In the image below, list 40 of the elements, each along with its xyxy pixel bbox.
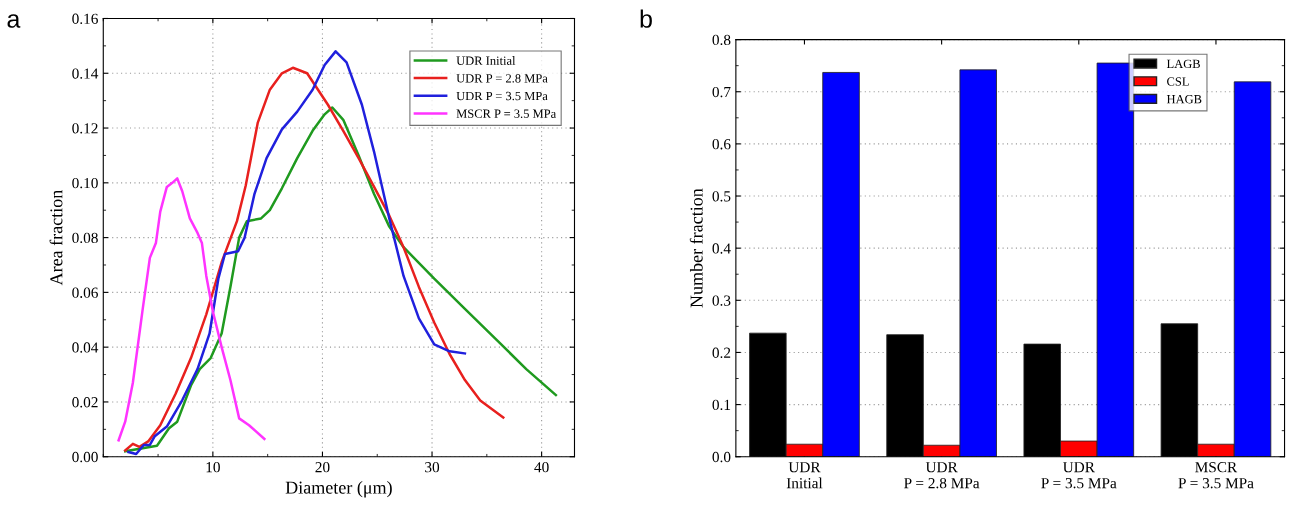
y-tick-label: 0.08	[72, 232, 98, 244]
y-tick-label: 0.00	[72, 451, 98, 463]
line-series	[117, 177, 266, 442]
y-tick-label: 0.14	[72, 68, 99, 79]
y-tick-label: 0.7	[712, 86, 731, 98]
legend-label: UDR Initial	[456, 56, 516, 65]
x-tick-label: 30	[425, 462, 440, 473]
y-tick-label: 0.10	[72, 177, 98, 189]
y-tick-label: 0.04	[72, 342, 99, 353]
y-tick-label: 0.2	[712, 347, 731, 358]
y-tick-label: 0.16	[72, 13, 98, 24]
x-tick-label: 40	[534, 462, 549, 473]
y-tick-label: 0.0	[712, 451, 731, 463]
y-tick-label: 0.6	[712, 139, 731, 150]
y-tick-label: 0.8	[712, 34, 731, 46]
legend-label: HAGB	[1166, 94, 1202, 104]
line-series	[123, 106, 558, 453]
y-tick-label: 0.02	[72, 397, 98, 408]
x-tick-label: UDR Initial	[786, 462, 823, 489]
y-tick-label: 0.4	[712, 243, 731, 254]
x-tick-label: 20	[315, 462, 330, 473]
legend-label: UDR P = 2.8 MPa	[456, 74, 548, 83]
y-axis-title: Number fraction	[689, 188, 703, 308]
x-tick-label: 10	[206, 462, 220, 473]
y-tick-label: 0.1	[712, 399, 731, 411]
x-tick-label: MSCR P = 3.5 MPa	[1178, 462, 1254, 489]
y-tick-label: 0.5	[712, 191, 731, 202]
legend-label: LAGB	[1166, 59, 1200, 69]
legend-label: MSCR P = 3.5 MPa	[456, 109, 557, 118]
x-axis-title: Diameter (μm)	[285, 480, 392, 498]
legend-label: CSL	[1167, 77, 1189, 86]
y-tick-label: 0.06	[72, 287, 98, 298]
y-axis-title: Area fraction	[49, 190, 63, 286]
y-tick-label: 0.12	[72, 123, 98, 134]
text: b	[640, 9, 652, 28]
y-tick-label: 0.3	[712, 295, 731, 306]
legend-label: UDR P = 3.5 MPa	[456, 91, 548, 101]
x-tick-label: UDR P = 2.8 MPa	[904, 462, 980, 489]
x-tick-label: UDR P = 3.5 MPa	[1041, 462, 1117, 489]
text: a	[7, 14, 21, 28]
